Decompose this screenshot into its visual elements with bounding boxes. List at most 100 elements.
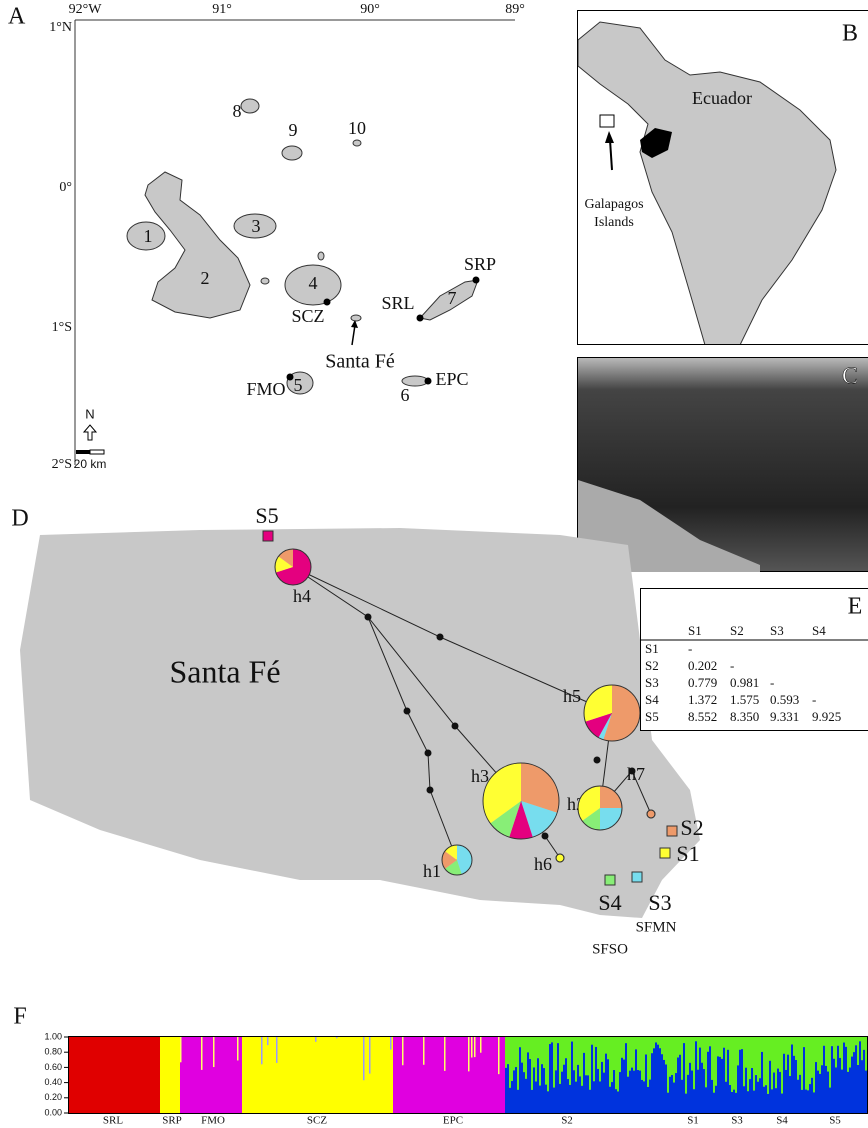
island <box>233 213 277 239</box>
bar-stripe <box>651 1053 653 1113</box>
island-number: 1 <box>144 226 153 246</box>
bar-stripe <box>775 1088 777 1113</box>
bar-stripe <box>601 1061 603 1113</box>
bar-stripe <box>747 1091 749 1113</box>
bar-stripe <box>539 1085 541 1113</box>
haplotype-slice <box>444 845 457 860</box>
bar-stripe <box>559 1083 561 1113</box>
bar-stripe <box>765 1085 767 1113</box>
compass-label: N <box>85 406 94 421</box>
bar-stripe <box>681 1079 683 1113</box>
table-cell: 1.575 <box>730 692 759 707</box>
bar-stripe <box>723 1047 725 1113</box>
bar-stripe <box>607 1059 609 1113</box>
group-label: SCZ <box>307 1115 327 1127</box>
panel-a: A 92°W 91° 90° 89° 1°N 0° 1°S 2°S 1 2 3 … <box>8 2 525 472</box>
bar-stripe <box>575 1081 577 1113</box>
haplotype-outline <box>274 548 312 586</box>
bar-stripe <box>835 1067 837 1113</box>
bar-stripe <box>729 1085 731 1113</box>
bar-stripe <box>677 1057 679 1113</box>
bar-stripe <box>721 1058 723 1113</box>
haplotype-slice <box>275 549 311 585</box>
bar-stripe <box>527 1052 529 1113</box>
bar-block <box>242 1037 393 1113</box>
haplotype-slice <box>600 786 622 808</box>
bar-stripe <box>509 1087 511 1113</box>
bar-stripe <box>847 1071 849 1113</box>
bar-stripe <box>695 1041 697 1113</box>
site-square <box>631 871 643 883</box>
haplotype-slice <box>577 786 600 821</box>
island-number: 3 <box>252 216 261 236</box>
bar-stripe <box>471 1037 473 1058</box>
bar-stripe <box>861 1060 863 1113</box>
island-number: 7 <box>448 288 457 308</box>
site-label: SRP <box>464 254 496 274</box>
table-frame <box>640 588 868 731</box>
island <box>352 139 362 147</box>
bar-stripe <box>565 1058 567 1113</box>
bar-stripe <box>711 1079 713 1113</box>
haplotype-slice <box>444 860 462 875</box>
bar-stripe <box>529 1059 531 1113</box>
haplotype-slice <box>584 685 612 722</box>
bar-stripe <box>525 1078 527 1113</box>
bar-stripe <box>201 1037 203 1070</box>
bar-stripe <box>423 1037 425 1065</box>
panel-label: D <box>11 506 28 532</box>
bar-stripe <box>498 1037 500 1075</box>
bar-stripe <box>541 1064 543 1113</box>
bar-stripe <box>833 1058 835 1113</box>
bar-stripe <box>751 1068 753 1113</box>
bar-stripe <box>661 1054 663 1113</box>
island <box>240 98 260 114</box>
table-cell: - <box>730 658 734 673</box>
bar-stripe <box>641 1079 643 1113</box>
y-tick-label: 1.00 <box>44 1031 62 1041</box>
bar-stripe <box>517 1089 519 1113</box>
bar-stripe <box>817 1070 819 1113</box>
bar-stripe <box>691 1070 693 1113</box>
bar-stripe <box>809 1084 811 1113</box>
bar-stripe <box>633 1070 635 1113</box>
arrow-head <box>605 131 614 143</box>
haplotype-label: h3 <box>471 766 489 786</box>
table-header: S2 <box>730 623 744 638</box>
bar-stripe <box>629 1070 631 1113</box>
table-cell: 0.593 <box>770 692 799 707</box>
bar-stripe <box>643 1081 645 1113</box>
bar-stripe <box>569 1084 571 1113</box>
latitude-label: 0° <box>59 180 72 195</box>
bar-stripe <box>623 1059 625 1113</box>
bar-stripe <box>267 1037 269 1046</box>
haplotype-outline <box>555 853 565 863</box>
bar-stripe <box>853 1052 855 1113</box>
site-label: S4 <box>598 890 621 915</box>
bar-stripe <box>725 1081 727 1113</box>
arrow <box>609 139 613 171</box>
bar-stripe <box>717 1056 719 1113</box>
bar-stripe <box>474 1037 476 1058</box>
bar-stripe <box>237 1037 239 1061</box>
frame <box>577 10 868 345</box>
bar-stripe <box>555 1070 557 1113</box>
bar-stripe <box>705 1087 707 1113</box>
bar-stripe <box>727 1049 729 1113</box>
bar-stripe <box>761 1051 763 1113</box>
bar-stripe <box>369 1037 371 1074</box>
bar-stripe <box>735 1092 737 1113</box>
bar-stripe <box>745 1067 747 1113</box>
site-label: FMO <box>246 379 285 399</box>
panel-label: C <box>842 364 858 390</box>
bar-stripe <box>581 1085 583 1113</box>
bar-stripe <box>521 1062 523 1113</box>
haplotype-slice <box>521 801 558 838</box>
bar-stripe <box>657 1044 659 1113</box>
y-tick-label: 0.20 <box>44 1092 62 1102</box>
bar-stripe <box>843 1042 845 1113</box>
bar-stripe <box>621 1057 623 1113</box>
y-tick-label: 0.80 <box>44 1047 62 1057</box>
table-cell: S3 <box>645 675 659 690</box>
bar-stripe <box>743 1086 745 1113</box>
